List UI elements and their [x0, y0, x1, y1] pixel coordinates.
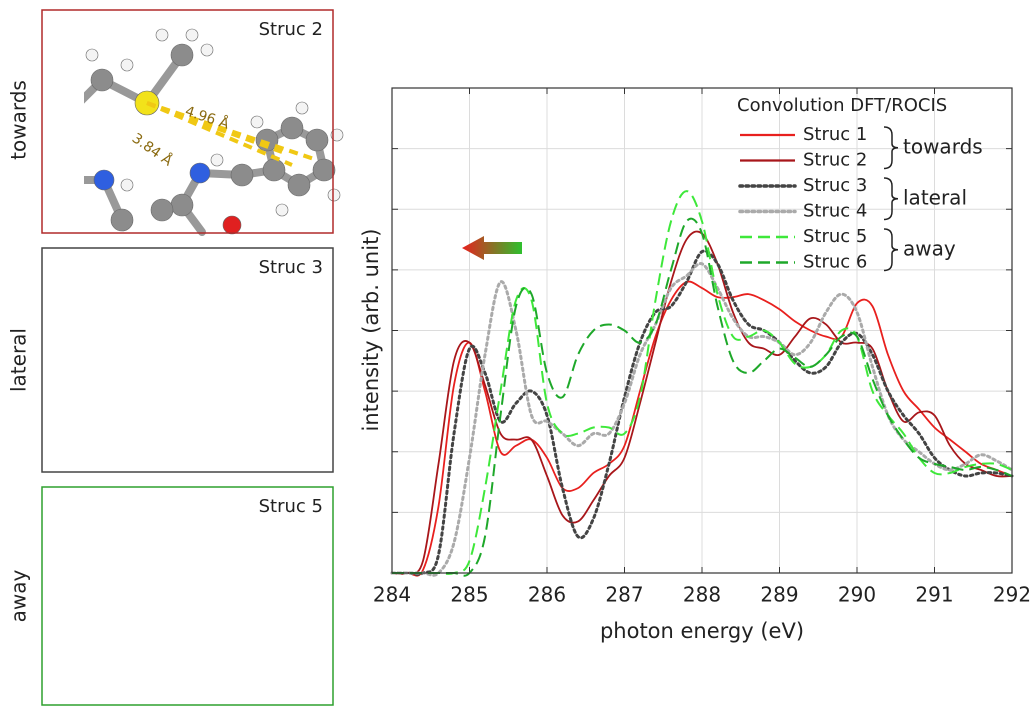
atom [287, 173, 311, 197]
molecule: 4.96 Å3.84 Å [84, 28, 344, 236]
x-tick-label: 288 [683, 583, 721, 607]
panel-side-label: away [7, 569, 31, 622]
atom [90, 68, 114, 92]
atom [85, 48, 99, 62]
atom [155, 28, 169, 42]
distance-line [146, 101, 293, 167]
legend-group-label: away [903, 236, 956, 260]
x-tick-label: 291 [915, 583, 953, 607]
atom [327, 188, 341, 202]
legend-label: Struc 2 [803, 150, 867, 171]
x-tick-label: 284 [373, 583, 411, 607]
x-tick-label: 290 [838, 583, 876, 607]
panel-title: Struc 2 [259, 19, 323, 40]
atom [262, 158, 286, 182]
series-line [390, 249, 1014, 576]
series-line [390, 262, 1014, 577]
series-line [391, 217, 1013, 577]
panel-frame [41, 486, 334, 706]
atom [250, 115, 264, 129]
atom [295, 101, 309, 115]
atom [222, 215, 242, 235]
legend-group-label: lateral [903, 185, 967, 209]
legend-label: Struc 4 [803, 201, 867, 222]
legend-brace [883, 228, 899, 272]
legend-label: Struc 5 [803, 226, 867, 247]
atom [230, 163, 254, 187]
legend-label: Struc 1 [803, 124, 867, 145]
atom [280, 116, 304, 140]
atom [120, 178, 134, 192]
series-line [391, 280, 1013, 577]
atom [93, 169, 115, 191]
panel-frame [41, 247, 334, 473]
x-tick-label: 287 [605, 583, 643, 607]
atom [275, 203, 289, 217]
atom [170, 43, 194, 67]
x-tick-label: 286 [528, 583, 566, 607]
legend-group-label: towards [903, 134, 983, 158]
shift-arrow [462, 236, 522, 260]
panel-title: Struc 5 [259, 496, 323, 517]
atom [170, 193, 194, 217]
atom [305, 128, 329, 152]
panel-side-label: lateral [7, 328, 31, 392]
atom [120, 58, 134, 72]
plot-frame [391, 87, 1013, 574]
x-tick-label: 289 [760, 583, 798, 607]
atom [312, 158, 336, 182]
legend-brace [883, 177, 899, 221]
legend-title: Convolution DFT/ROCIS [737, 95, 947, 116]
x-axis-label: photon energy (eV) [600, 619, 804, 643]
x-tick-label: 285 [450, 583, 488, 607]
y-axis-label: intensity (arb. unit) [359, 229, 383, 432]
atom [330, 128, 344, 142]
x-tick-label: 292 [993, 583, 1031, 607]
chart: photon energy (eV) intensity (arb. unit)… [359, 87, 1014, 643]
atom [210, 153, 224, 167]
series-line [391, 190, 1013, 575]
legend-label: Struc 6 [803, 252, 867, 273]
panel-title: Struc 3 [259, 257, 323, 278]
series-lines [390, 190, 1014, 577]
panel-frame [41, 9, 334, 234]
atom [110, 208, 134, 232]
legend-brace [883, 126, 899, 170]
atom [185, 28, 199, 42]
panel-side-label: towards [7, 80, 31, 160]
atom [150, 198, 174, 222]
atom [200, 43, 214, 57]
legend: Convolution DFT/ROCIS Struc 1 Struc 2 Stru… [737, 95, 983, 273]
atom [189, 162, 211, 184]
series-line [391, 230, 1013, 575]
legend-label: Struc 3 [803, 175, 867, 196]
